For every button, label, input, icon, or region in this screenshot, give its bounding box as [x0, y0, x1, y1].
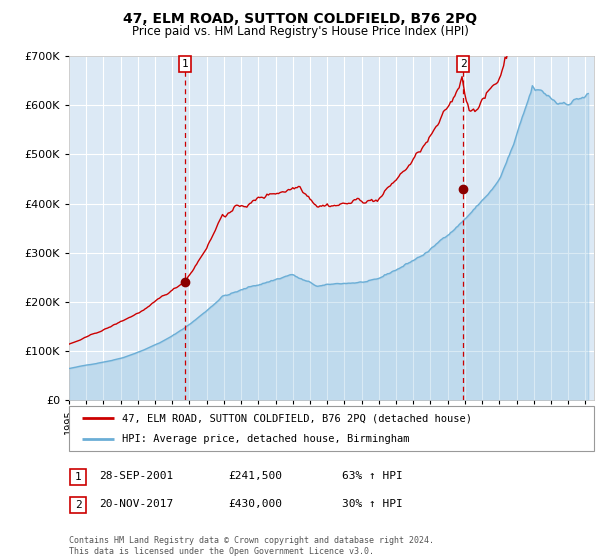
Text: Contains HM Land Registry data © Crown copyright and database right 2024.
This d: Contains HM Land Registry data © Crown c…	[69, 536, 434, 556]
Text: £430,000: £430,000	[228, 499, 282, 509]
Text: £241,500: £241,500	[228, 471, 282, 481]
Text: 47, ELM ROAD, SUTTON COLDFIELD, B76 2PQ (detached house): 47, ELM ROAD, SUTTON COLDFIELD, B76 2PQ …	[121, 413, 472, 423]
Text: 2: 2	[74, 500, 82, 510]
Text: 1: 1	[74, 472, 82, 482]
Text: 28-SEP-2001: 28-SEP-2001	[99, 471, 173, 481]
Text: 63% ↑ HPI: 63% ↑ HPI	[342, 471, 403, 481]
Text: 47, ELM ROAD, SUTTON COLDFIELD, B76 2PQ: 47, ELM ROAD, SUTTON COLDFIELD, B76 2PQ	[123, 12, 477, 26]
Text: Price paid vs. HM Land Registry's House Price Index (HPI): Price paid vs. HM Land Registry's House …	[131, 25, 469, 38]
Text: 30% ↑ HPI: 30% ↑ HPI	[342, 499, 403, 509]
Text: 20-NOV-2017: 20-NOV-2017	[99, 499, 173, 509]
Text: HPI: Average price, detached house, Birmingham: HPI: Average price, detached house, Birm…	[121, 433, 409, 444]
Text: 1: 1	[182, 59, 188, 69]
Text: 2: 2	[460, 59, 467, 69]
